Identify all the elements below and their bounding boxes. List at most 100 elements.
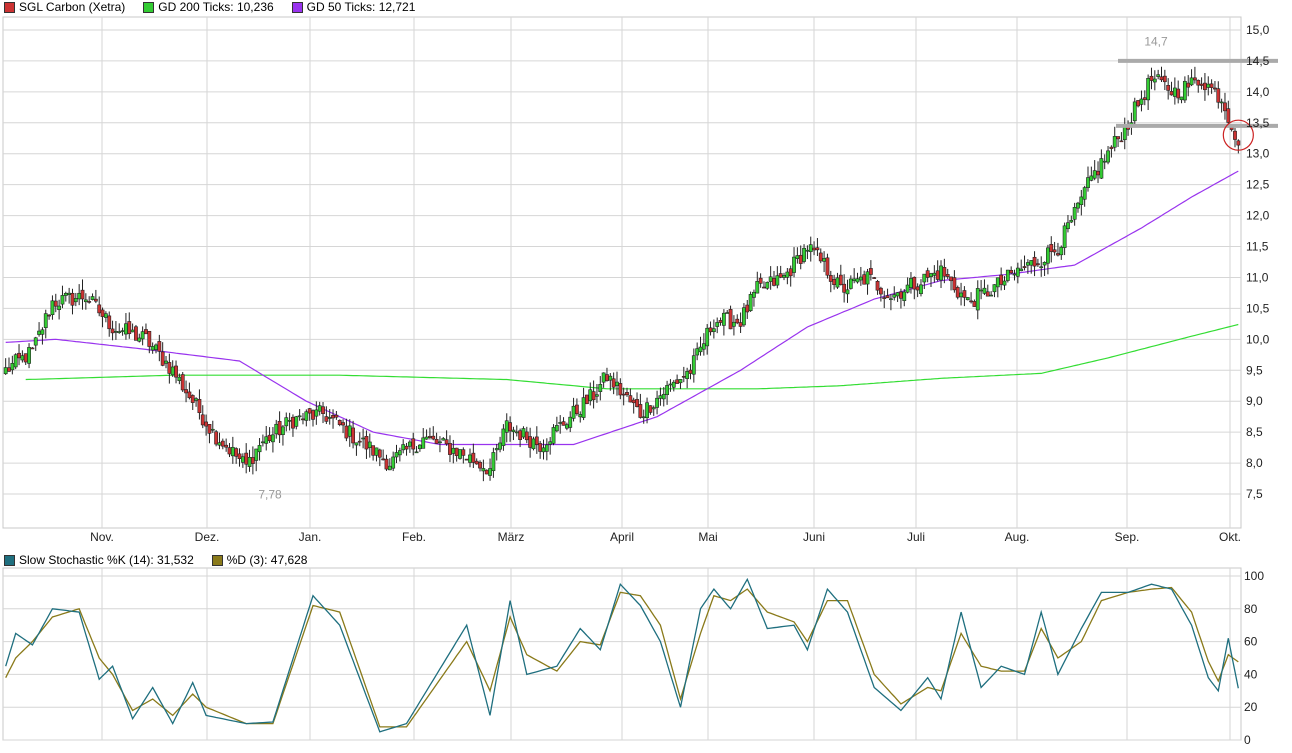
candle-down: [478, 461, 482, 469]
candle-up: [571, 405, 576, 419]
candle-up: [210, 428, 215, 431]
candle-up: [768, 276, 773, 282]
candle-down: [862, 274, 867, 285]
candle-down: [1049, 244, 1054, 252]
candle-up: [514, 431, 519, 434]
candle-down: [224, 444, 229, 448]
candle-up: [651, 407, 656, 410]
candle-up: [20, 355, 25, 361]
candle-up: [260, 441, 265, 444]
candle-up: [170, 366, 175, 376]
candle-up: [317, 405, 322, 412]
candle-down: [611, 378, 616, 388]
candle-up: [822, 258, 827, 262]
candle-up: [932, 272, 937, 276]
candle-up: [304, 411, 309, 421]
candle-up: [601, 372, 606, 383]
candle-down: [244, 452, 249, 465]
candle-up: [608, 375, 613, 381]
candle-down: [200, 414, 205, 426]
candle-down: [1226, 108, 1231, 123]
candle-down: [127, 321, 132, 335]
candle-up: [711, 328, 716, 332]
candle-up: [982, 287, 987, 294]
candle-down: [508, 422, 512, 432]
price-tick-label: 11,0: [1246, 270, 1269, 284]
x-tick-label: März: [498, 530, 525, 544]
x-axis: Nov. Dez. Jan. Feb. März April Mai Juni Juli Aug.…: [90, 530, 1241, 544]
candle-down: [184, 389, 188, 394]
candle-up: [748, 294, 753, 312]
candle-down: [832, 279, 837, 286]
candle-down: [915, 286, 920, 291]
candle-down: [618, 383, 623, 396]
candle-up: [257, 445, 262, 453]
candle-up: [615, 381, 619, 386]
candle-up: [1189, 77, 1194, 86]
candle-up: [3, 367, 8, 375]
stoch-legend: Slow Stochastic %K (14): 31,532 %D (3): …: [0, 553, 321, 567]
candle-up: [902, 291, 907, 301]
candle-up: [641, 416, 646, 419]
candle-down: [404, 445, 409, 450]
candle-up: [521, 428, 526, 438]
stoch-tick-label: 0: [1244, 733, 1251, 747]
candle-up: [792, 256, 796, 273]
candle-down: [772, 278, 776, 286]
candle-up: [117, 331, 122, 334]
candle-down: [648, 405, 653, 413]
candle-down: [1166, 85, 1171, 91]
candle-up: [595, 394, 599, 397]
candle-up: [1182, 80, 1187, 101]
candle-up: [247, 456, 252, 467]
candle-down: [561, 421, 566, 426]
candle-up: [1102, 160, 1107, 163]
candle-down: [337, 419, 342, 425]
candle-up: [1066, 222, 1070, 230]
candle-up: [498, 442, 502, 450]
x-tick-label: Nov.: [90, 530, 114, 544]
legend-gd200-label: GD 200 Ticks: 10,236: [158, 0, 274, 14]
gd50-path: [5, 170, 1239, 446]
candle-down: [474, 460, 479, 465]
candle-up: [775, 275, 780, 286]
candle-down: [277, 421, 282, 436]
candle-up: [905, 284, 910, 293]
stoch-grid: [2, 567, 1242, 741]
candle-up: [922, 273, 927, 283]
candle-down: [134, 326, 138, 341]
legend-stoch-d-label: %D (3): 47,628: [226, 553, 308, 567]
candle-down: [381, 458, 386, 461]
candle-down: [464, 458, 469, 461]
price-legend: SGL Carbon (Xetra) GD 200 Ticks: 10,236 …: [0, 0, 429, 14]
candle-down: [180, 374, 185, 391]
candle-up: [544, 444, 549, 452]
candle-down: [100, 309, 105, 317]
candle-up: [90, 296, 95, 300]
candle-down: [1223, 102, 1227, 112]
price-tick-label: 13,0: [1246, 147, 1270, 161]
candle-down: [97, 304, 102, 314]
candle-up: [481, 468, 486, 472]
candle-down: [377, 449, 382, 458]
candle-up: [581, 397, 586, 418]
candle-down: [324, 416, 329, 422]
candle-up: [33, 337, 38, 346]
candle-up: [494, 448, 499, 451]
candle-up: [401, 444, 406, 451]
candle-down: [969, 300, 973, 303]
candle-up: [441, 438, 446, 441]
price-tick-label: 12,0: [1246, 209, 1270, 223]
candle-down: [484, 469, 489, 475]
candle-up: [120, 330, 125, 332]
candle-up: [77, 292, 82, 300]
price-tick-label: 8,5: [1246, 425, 1263, 439]
gd200-path: [25, 323, 1239, 390]
candle-down: [1233, 130, 1237, 140]
candle-up: [37, 330, 41, 335]
candle-up: [1152, 78, 1157, 83]
candle-down: [30, 347, 35, 350]
candle-down: [1199, 83, 1204, 86]
candle-up: [808, 244, 813, 253]
candle-up: [73, 298, 78, 303]
